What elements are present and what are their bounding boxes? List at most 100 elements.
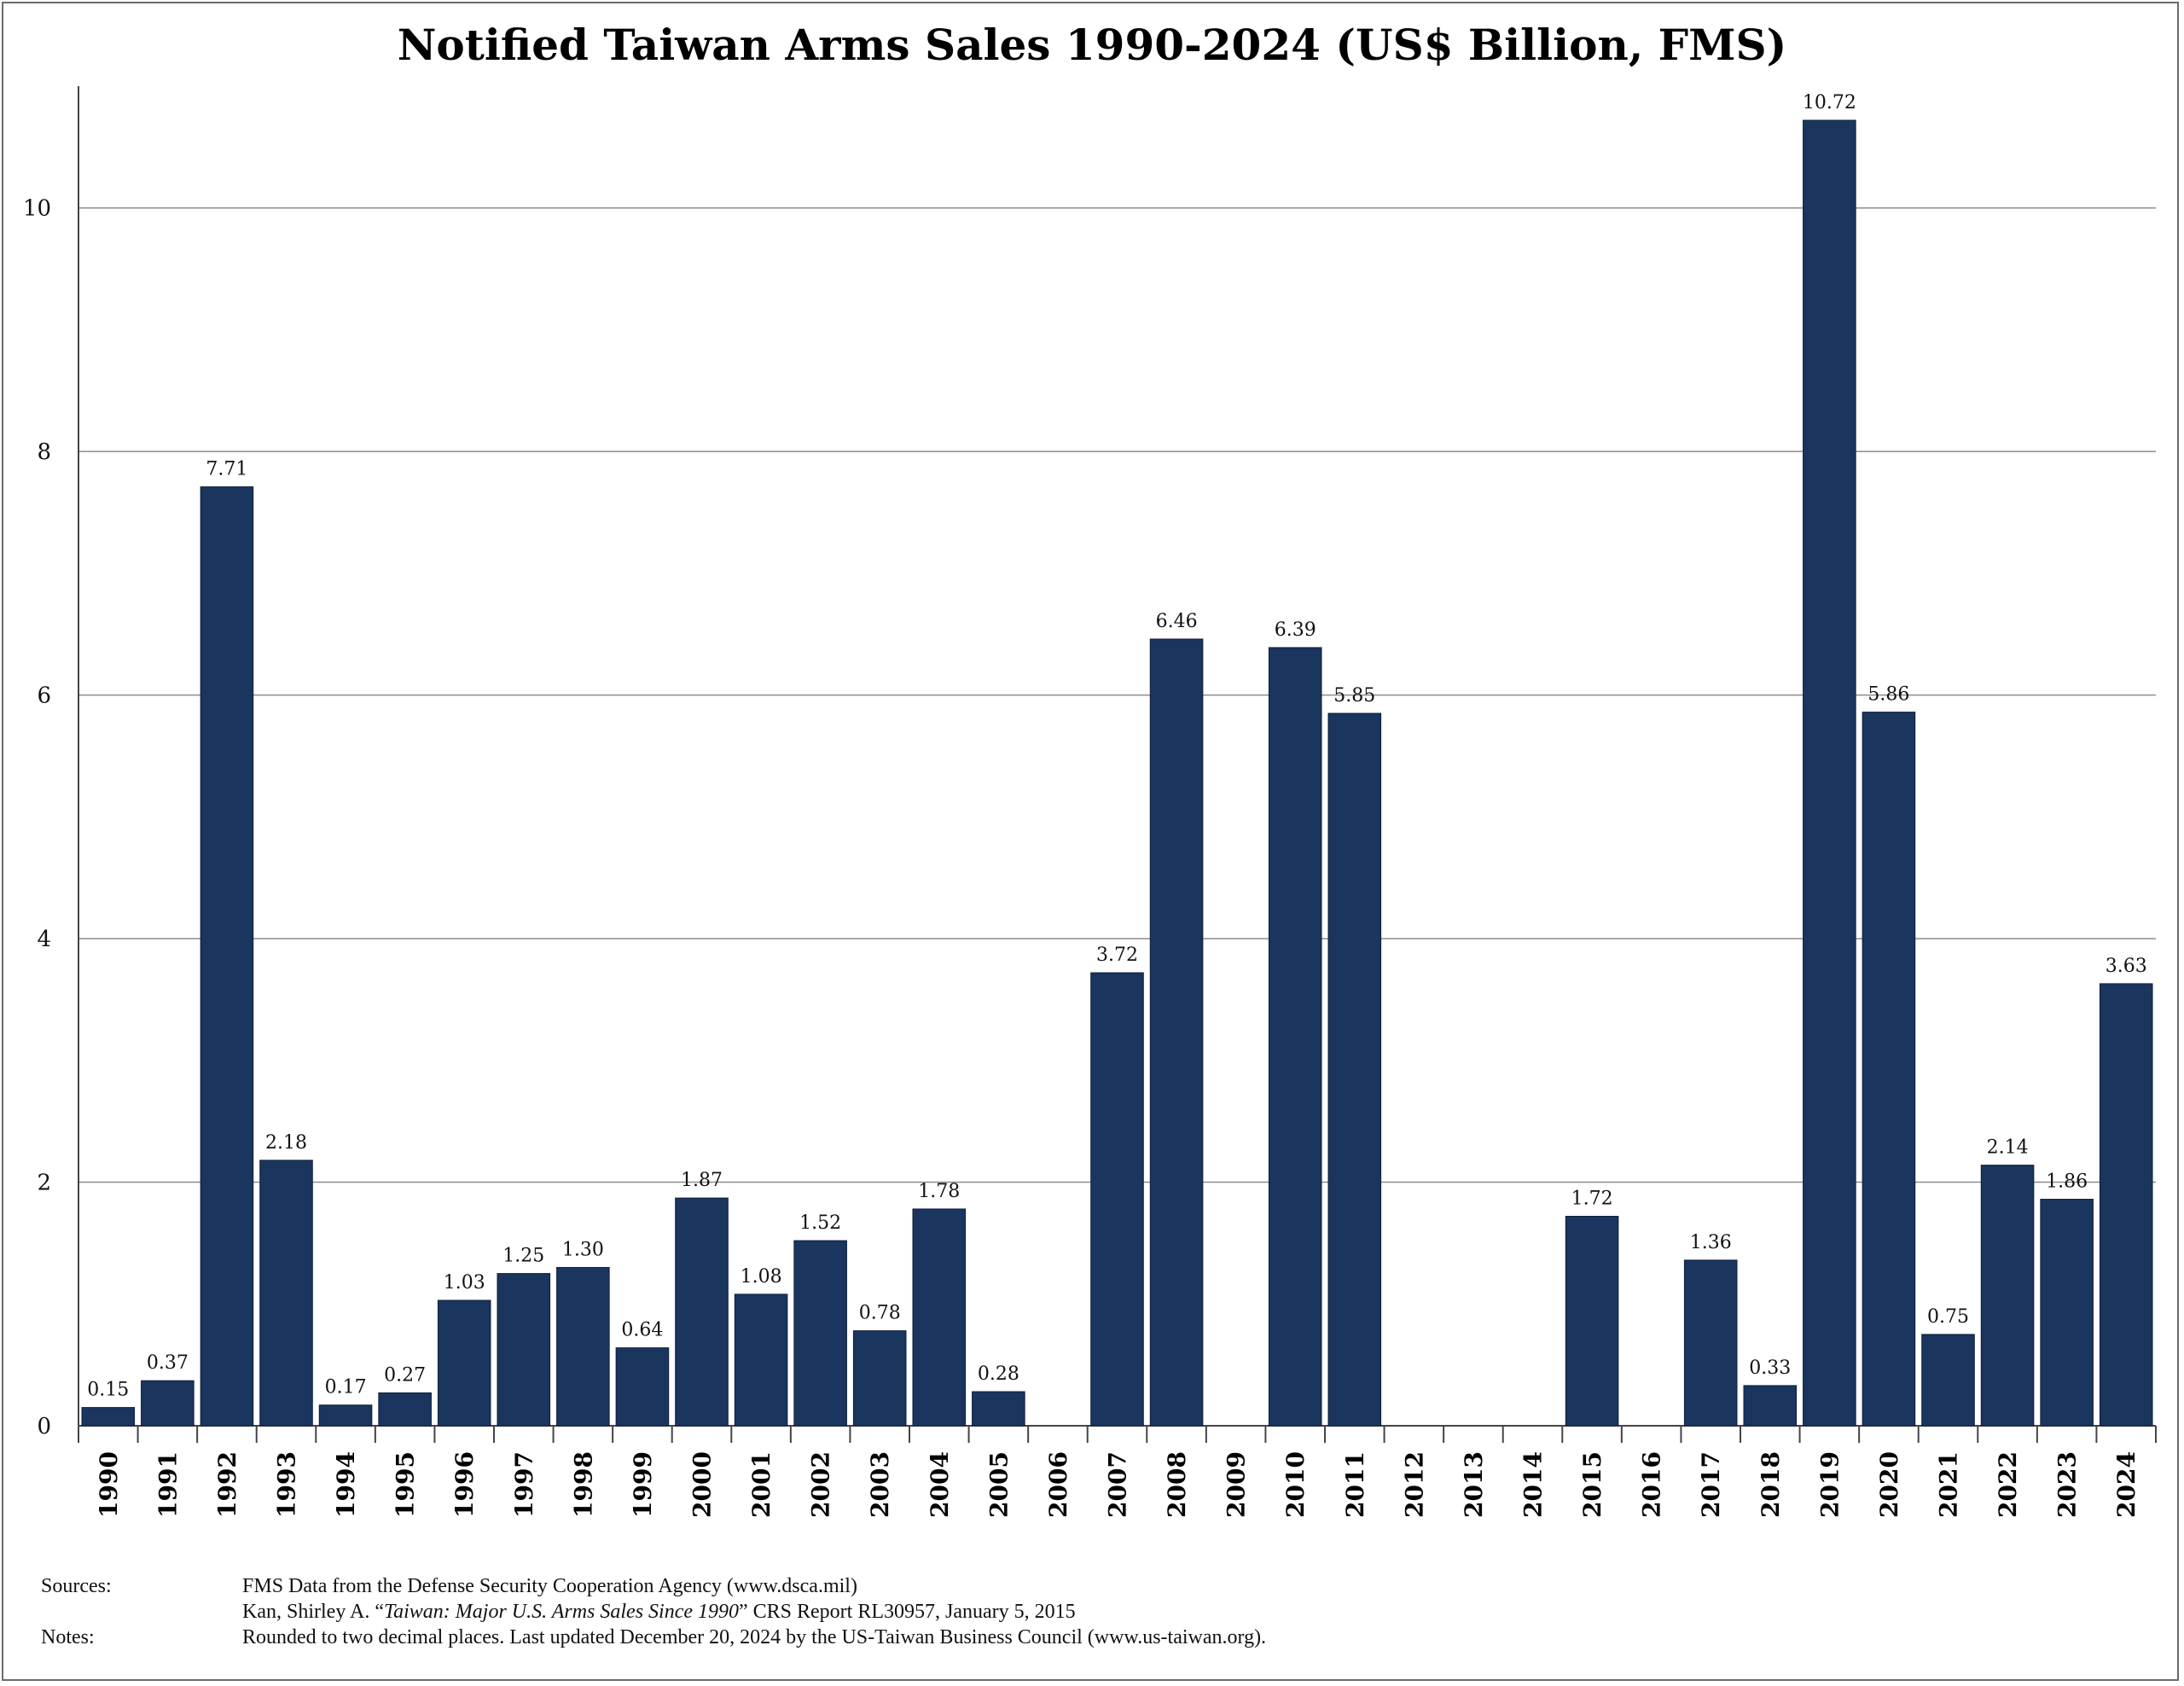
x-tick-label: 2009 <box>1223 1451 1251 1518</box>
x-tick-label: 2004 <box>926 1451 954 1518</box>
x-tick-label: 2002 <box>807 1451 835 1518</box>
x-tick-label: 2016 <box>1638 1451 1666 1518</box>
data-label: 0.75 <box>1927 1306 1969 1328</box>
y-tick-label: 8 <box>37 439 51 465</box>
sources-row-2: Kan, Shirley A. “Taiwan: Major U.S. Arms… <box>41 1599 2140 1625</box>
note-1: Rounded to two decimal places. Last upda… <box>242 1626 1267 1648</box>
bar <box>615 1347 670 1427</box>
x-tick-label: 2024 <box>2112 1451 2140 1518</box>
data-label: 0.17 <box>325 1377 367 1398</box>
bar <box>1683 1259 1738 1427</box>
bar <box>497 1273 551 1427</box>
bar <box>81 1407 136 1427</box>
data-label: 0.37 <box>147 1352 189 1374</box>
x-tick-label: 2015 <box>1578 1451 1606 1518</box>
bar <box>318 1404 373 1427</box>
x-tick-label: 2014 <box>1519 1451 1548 1518</box>
bar <box>378 1392 432 1427</box>
data-label: 0.15 <box>87 1380 129 1401</box>
data-label: 2.18 <box>265 1132 307 1154</box>
x-tick-label: 1994 <box>332 1451 360 1518</box>
data-label: 0.28 <box>978 1363 1019 1385</box>
bar <box>2040 1199 2094 1427</box>
x-tick-label: 1993 <box>273 1451 301 1518</box>
data-label: 0.78 <box>859 1303 901 1324</box>
x-tick-label: 2019 <box>1815 1451 1844 1518</box>
x-tick-label: 1991 <box>154 1451 182 1518</box>
x-tick-label: 2012 <box>1400 1451 1428 1518</box>
x-tick-label: 2023 <box>2053 1451 2082 1518</box>
y-tick-label: 0 <box>37 1414 51 1439</box>
bar <box>1921 1334 1975 1427</box>
x-tick-label: 2008 <box>1163 1451 1191 1518</box>
data-label: 10.72 <box>1803 92 1856 113</box>
data-label: 1.87 <box>681 1170 723 1191</box>
x-tick-label: 2006 <box>1044 1451 1072 1518</box>
x-tick-label: 1996 <box>450 1451 479 1518</box>
bar <box>1980 1165 2035 1427</box>
y-tick-label: 10 <box>23 196 51 222</box>
data-label: 1.36 <box>1690 1232 1732 1253</box>
data-label: 3.63 <box>2106 956 2147 977</box>
x-tick-label: 1992 <box>213 1451 241 1518</box>
notes-label: Notes: <box>41 1626 95 1648</box>
sources-row-1: Sources: FMS Data from the Defense Secur… <box>41 1573 2140 1599</box>
bar <box>852 1330 907 1427</box>
x-tick-label: 2020 <box>1875 1451 1903 1518</box>
source-1: FMS Data from the Defense Security Coope… <box>242 1575 857 1597</box>
data-label: 1.78 <box>918 1181 960 1202</box>
data-label: 1.08 <box>741 1266 782 1288</box>
x-tick-label: 2000 <box>688 1451 717 1518</box>
data-label: 0.27 <box>384 1364 426 1386</box>
x-tick-label: 1997 <box>510 1451 538 1518</box>
bar <box>912 1208 967 1427</box>
bar <box>675 1197 729 1427</box>
bar <box>1327 712 1382 1427</box>
data-label: 5.86 <box>1867 684 1909 706</box>
data-label: 0.33 <box>1749 1358 1791 1379</box>
data-labels: 0.15 0.37 7.71 2.18 0.17 0.27 1.03 1.25 1.30 0.64… <box>87 92 2146 1401</box>
source-2: Kan, Shirley A. “Taiwan: Major U.S. Arms… <box>242 1599 2140 1625</box>
y-tick-labels: 0 2 4 6 8 10 <box>23 196 51 1439</box>
x-tick-label: 2001 <box>747 1451 775 1518</box>
source-2-suffix: ” CRS Report RL30957, January 5, 2015 <box>739 1601 1076 1623</box>
y-tick-label: 4 <box>37 927 51 952</box>
bar <box>141 1380 195 1427</box>
data-label: 1.86 <box>2046 1171 2088 1193</box>
notes-block: Sources: FMS Data from the Defense Secur… <box>41 1573 2140 1650</box>
bar <box>972 1391 1025 1427</box>
data-label: 0.64 <box>621 1320 663 1341</box>
bar <box>1149 638 1204 1427</box>
x-tick-label: 2017 <box>1697 1451 1725 1518</box>
x-tick-labels: 1990 1991 1992 1993 1994 1995 1996 1997 1998 1999… <box>95 1451 2140 1518</box>
data-label: 3.72 <box>1096 945 1138 966</box>
x-tick-label: 1990 <box>95 1451 123 1518</box>
data-label: 1.25 <box>502 1246 544 1267</box>
x-tick-label: 1999 <box>629 1451 657 1518</box>
data-label: 5.85 <box>1333 685 1375 706</box>
x-tick-label: 2013 <box>1460 1451 1488 1518</box>
y-tick-label: 2 <box>37 1171 51 1196</box>
bar <box>1862 712 1916 1427</box>
data-label: 7.71 <box>206 459 247 480</box>
bar <box>1090 972 1144 1427</box>
data-label: 2.14 <box>1987 1137 2029 1159</box>
x-tick-label: 2022 <box>1994 1451 2022 1518</box>
x-tick-label: 2021 <box>1935 1451 1963 1518</box>
data-label: 6.46 <box>1156 611 1198 632</box>
x-tick-label: 1995 <box>392 1451 420 1518</box>
y-tick-label: 6 <box>37 683 51 709</box>
x-tick-label: 2003 <box>866 1451 894 1518</box>
data-label: 1.72 <box>1571 1189 1613 1210</box>
x-tick-label: 2018 <box>1757 1451 1785 1518</box>
x-tick-label: 2007 <box>1104 1451 1132 1518</box>
bar <box>1268 647 1322 1427</box>
bar <box>200 486 254 1427</box>
bar <box>2099 983 2153 1427</box>
bar <box>437 1299 491 1427</box>
data-label: 1.30 <box>562 1239 604 1260</box>
bar <box>1743 1385 1798 1427</box>
notes-row: Notes: Rounded to two decimal places. La… <box>41 1625 2140 1650</box>
